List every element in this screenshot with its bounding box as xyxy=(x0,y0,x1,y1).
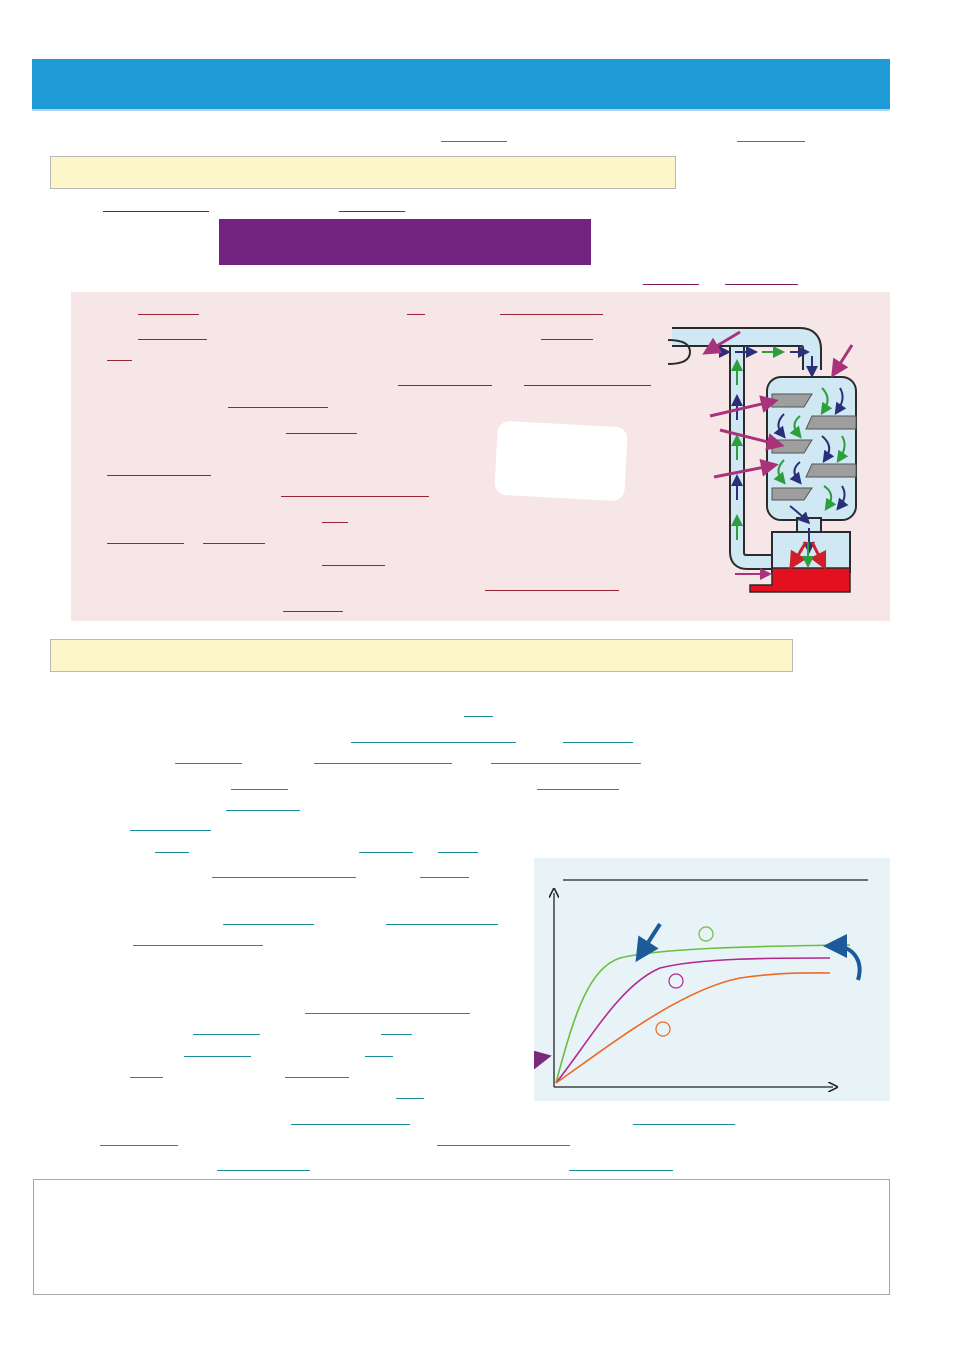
term-underline[interactable] xyxy=(386,924,498,925)
term-underline[interactable] xyxy=(737,141,805,142)
term-underline[interactable] xyxy=(643,284,699,285)
term-underline[interactable] xyxy=(569,1170,673,1171)
term-underline[interactable] xyxy=(107,360,132,361)
term-underline[interactable] xyxy=(339,211,405,212)
curve-marker-green xyxy=(698,926,714,942)
term-underline[interactable] xyxy=(322,565,385,566)
rate-graph xyxy=(534,879,868,1101)
term-underline[interactable] xyxy=(725,284,798,285)
term-underline[interactable] xyxy=(420,877,469,878)
term-underline[interactable] xyxy=(524,385,651,386)
curve-marker-orange xyxy=(655,1021,671,1037)
term-underline[interactable] xyxy=(491,763,641,764)
section-heading-2 xyxy=(50,639,793,672)
term-underline[interactable] xyxy=(563,742,633,743)
graph-pointer-arrow-1 xyxy=(635,922,662,963)
term-underline[interactable] xyxy=(396,1098,424,1099)
term-underline[interactable] xyxy=(541,339,593,340)
term-underline[interactable] xyxy=(155,852,189,853)
term-underline[interactable] xyxy=(103,211,209,212)
section-heading-1 xyxy=(50,156,676,189)
term-underline[interactable] xyxy=(138,314,199,315)
term-underline[interactable] xyxy=(438,852,478,853)
term-underline[interactable] xyxy=(286,433,357,434)
term-underline[interactable] xyxy=(226,810,300,811)
term-underline[interactable] xyxy=(107,475,211,476)
term-underline[interactable] xyxy=(175,763,242,764)
curve-orange xyxy=(555,972,831,1084)
label-card xyxy=(494,420,628,502)
term-underline[interactable] xyxy=(231,789,288,790)
curve-magenta xyxy=(555,957,831,1084)
chapter-header-bar xyxy=(32,59,890,111)
term-underline[interactable] xyxy=(228,407,328,408)
curve-green xyxy=(555,944,851,1084)
term-underline[interactable] xyxy=(130,830,211,831)
term-underline[interactable] xyxy=(138,339,207,340)
term-underline[interactable] xyxy=(100,1145,178,1146)
term-underline[interactable] xyxy=(283,611,343,612)
term-underline[interactable] xyxy=(381,1034,412,1035)
highlight-box xyxy=(219,219,591,265)
term-underline[interactable] xyxy=(464,716,493,717)
term-underline[interactable] xyxy=(398,385,492,386)
term-underline[interactable] xyxy=(485,590,619,591)
graph-pointer-arrow-2 xyxy=(823,934,862,981)
term-underline[interactable] xyxy=(633,1124,735,1125)
term-underline[interactable] xyxy=(500,314,603,315)
term-underline[interactable] xyxy=(184,1056,251,1057)
term-underline[interactable] xyxy=(223,924,314,925)
note-box xyxy=(33,1179,890,1295)
term-underline[interactable] xyxy=(305,1013,470,1014)
blast-furnace-diagram xyxy=(667,327,857,593)
term-underline[interactable] xyxy=(217,1170,310,1171)
term-underline[interactable] xyxy=(212,877,356,878)
term-underline[interactable] xyxy=(437,1145,570,1146)
term-underline[interactable] xyxy=(322,522,348,523)
term-underline[interactable] xyxy=(314,763,452,764)
curve-marker-magenta xyxy=(668,973,684,989)
term-underline[interactable] xyxy=(365,1056,393,1057)
term-underline[interactable] xyxy=(359,852,413,853)
term-underline[interactable] xyxy=(133,945,263,946)
term-underline[interactable] xyxy=(193,1034,260,1035)
term-underline[interactable] xyxy=(351,742,516,743)
term-underline[interactable] xyxy=(107,543,184,544)
term-underline[interactable] xyxy=(285,1077,349,1078)
term-underline[interactable] xyxy=(203,543,265,544)
term-underline[interactable] xyxy=(407,314,425,315)
term-underline[interactable] xyxy=(291,1124,410,1125)
term-underline[interactable] xyxy=(130,1077,163,1078)
term-underline[interactable] xyxy=(441,141,507,142)
graph-pointer-arrow-3 xyxy=(534,1048,552,1073)
term-underline[interactable] xyxy=(537,789,619,790)
term-underline[interactable] xyxy=(281,496,429,497)
